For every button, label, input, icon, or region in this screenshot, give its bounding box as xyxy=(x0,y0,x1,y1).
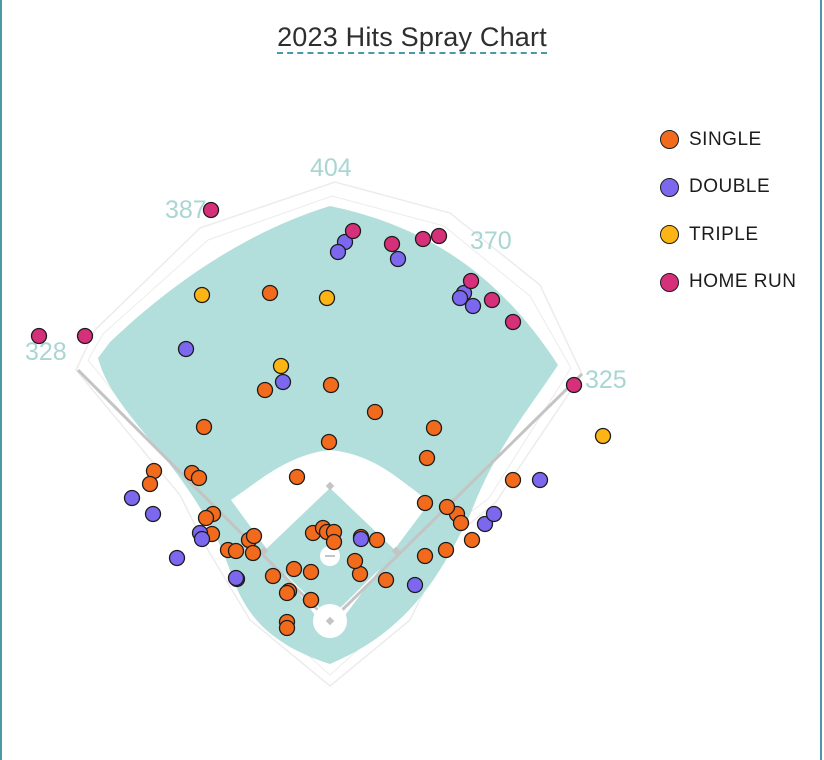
hit-point-single[interactable] xyxy=(285,560,303,578)
hit-point-home-run[interactable] xyxy=(383,235,401,253)
hit-point-home-run[interactable] xyxy=(430,227,448,245)
hit-point-single[interactable] xyxy=(302,563,320,581)
hit-point-double[interactable] xyxy=(227,569,245,587)
legend-item-single[interactable]: SINGLE xyxy=(660,116,796,164)
pitchers-rubber xyxy=(325,555,335,557)
hit-point-single[interactable] xyxy=(438,498,456,516)
legend-label-single: SINGLE xyxy=(689,128,762,150)
distance-center: 404 xyxy=(310,154,352,182)
left-foul-line xyxy=(76,368,332,624)
hit-point-single[interactable] xyxy=(325,533,343,551)
legend-label-home-run: HOME RUN xyxy=(689,271,797,293)
home-plate xyxy=(325,616,335,626)
distance-left-center: 387 xyxy=(165,196,207,224)
hit-point-single[interactable] xyxy=(377,571,395,589)
hit-point-triple[interactable] xyxy=(193,286,211,304)
legend-label-triple: TRIPLE xyxy=(689,223,759,245)
hit-point-double[interactable] xyxy=(168,549,186,567)
hit-point-single[interactable] xyxy=(302,591,320,609)
hit-point-single[interactable] xyxy=(437,541,455,559)
hit-point-single[interactable] xyxy=(504,471,522,489)
hit-point-single[interactable] xyxy=(416,547,434,565)
hit-point-double[interactable] xyxy=(476,515,494,533)
hit-point-single[interactable] xyxy=(197,509,215,527)
outer-boundary xyxy=(75,181,583,687)
legend-swatch-double xyxy=(660,177,679,197)
hit-point-single[interactable] xyxy=(418,449,436,467)
hit-point-single[interactable] xyxy=(463,531,481,549)
chart-title-text: 2023 Hits Spray Chart xyxy=(277,22,547,54)
right-foul-line xyxy=(328,372,584,624)
hit-point-double[interactable] xyxy=(485,505,503,523)
hit-point-single[interactable] xyxy=(452,514,470,532)
hit-point-single[interactable] xyxy=(227,542,245,560)
hit-point-single[interactable] xyxy=(425,419,443,437)
hit-point-double[interactable] xyxy=(389,250,407,268)
hit-point-single[interactable] xyxy=(256,381,274,399)
hit-point-single[interactable] xyxy=(346,552,364,570)
legend-swatch-triple xyxy=(660,225,679,245)
first-base xyxy=(391,546,401,556)
hit-point-home-run[interactable] xyxy=(344,222,362,240)
legend-item-triple[interactable]: TRIPLE xyxy=(660,211,796,259)
hit-point-double[interactable] xyxy=(144,505,162,523)
distance-left-field-line: 328 xyxy=(25,338,67,366)
hit-point-home-run[interactable] xyxy=(30,327,48,345)
legend: SINGLE DOUBLE TRIPLE HOME RUN xyxy=(660,116,796,306)
legend-swatch-home-run xyxy=(660,272,679,292)
hit-point-double[interactable] xyxy=(406,576,424,594)
fence-distance-labels: 328 387 404 370 325 xyxy=(25,154,627,394)
hit-point-home-run[interactable] xyxy=(462,272,480,290)
hit-point-home-run[interactable] xyxy=(76,327,94,345)
distance-right-field-line: 325 xyxy=(585,366,627,394)
hit-point-home-run[interactable] xyxy=(414,230,432,248)
chart-title: 2023 Hits Spray Chart xyxy=(0,22,824,54)
hit-point-single[interactable] xyxy=(278,584,296,602)
hit-point-single[interactable] xyxy=(190,469,208,487)
hit-point-single[interactable] xyxy=(261,284,279,302)
hit-point-home-run[interactable] xyxy=(565,376,583,394)
hit-point-single[interactable] xyxy=(141,475,159,493)
hit-point-double[interactable] xyxy=(464,297,482,315)
hit-point-double[interactable] xyxy=(193,530,211,548)
hit-point-double[interactable] xyxy=(531,471,549,489)
hit-point-double[interactable] xyxy=(329,243,347,261)
hit-point-single[interactable] xyxy=(195,418,213,436)
hit-point-triple[interactable] xyxy=(594,427,612,445)
hit-point-single[interactable] xyxy=(322,376,340,394)
hit-point-single[interactable] xyxy=(288,468,306,486)
hit-point-single[interactable] xyxy=(278,619,296,637)
hit-point-double[interactable] xyxy=(451,289,469,307)
hit-point-single[interactable] xyxy=(264,567,282,585)
hit-point-triple[interactable] xyxy=(318,289,336,307)
hit-point-home-run[interactable] xyxy=(483,291,501,309)
hit-point-double[interactable] xyxy=(177,340,195,358)
hit-point-single[interactable] xyxy=(366,403,384,421)
hit-point-single[interactable] xyxy=(416,494,434,512)
hit-points xyxy=(30,201,612,637)
second-base xyxy=(325,481,335,491)
hit-point-home-run[interactable] xyxy=(202,201,220,219)
hit-point-single[interactable] xyxy=(368,531,386,549)
hit-point-single[interactable] xyxy=(244,544,262,562)
distance-right-center: 370 xyxy=(470,227,512,255)
hit-point-double[interactable] xyxy=(274,373,292,391)
hit-point-single[interactable] xyxy=(245,527,263,545)
hit-point-single[interactable] xyxy=(320,433,338,451)
legend-swatch-single xyxy=(660,130,679,150)
legend-item-double[interactable]: DOUBLE xyxy=(660,164,796,212)
hit-point-home-run[interactable] xyxy=(504,313,522,331)
hit-point-double[interactable] xyxy=(123,489,141,507)
legend-item-home-run[interactable]: HOME RUN xyxy=(660,259,796,307)
hit-point-double[interactable] xyxy=(352,530,370,548)
legend-label-double: DOUBLE xyxy=(689,176,771,198)
third-base xyxy=(259,546,269,556)
hit-point-triple[interactable] xyxy=(272,357,290,375)
